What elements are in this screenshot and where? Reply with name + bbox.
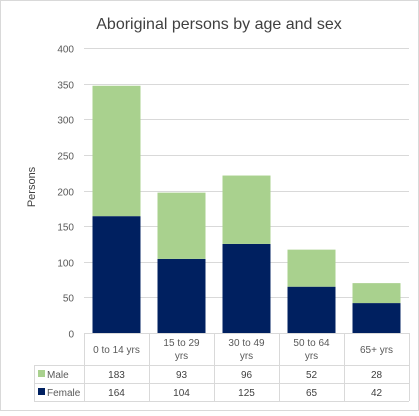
legend-key-female — [38, 388, 45, 395]
data-label-female: 164 — [108, 388, 125, 399]
bar-female-1 — [157, 258, 206, 333]
x-category-label: 50 to 64 yrs — [293, 338, 330, 362]
y-tick-label: 400 — [57, 45, 74, 56]
y-tick-label: 150 — [57, 223, 74, 234]
y-tick-label: 50 — [63, 294, 75, 305]
data-label-female: 104 — [173, 388, 190, 399]
bar-male-1 — [157, 192, 206, 259]
bar-male-2 — [222, 175, 271, 244]
bar-male-4 — [352, 283, 401, 304]
y-tick-label: 200 — [57, 188, 74, 199]
bars-layer — [92, 85, 401, 333]
data-label-male: 52 — [306, 370, 318, 381]
y-tick-label: 350 — [57, 81, 74, 92]
y-tick-label: 0 — [68, 330, 74, 341]
bar-male-3 — [287, 249, 336, 287]
data-label-male: 96 — [241, 370, 253, 381]
x-category-label: 15 to 29 yrs — [163, 338, 200, 362]
bar-female-3 — [287, 286, 336, 333]
chart-title: Aboriginal persons by age and sex — [96, 16, 342, 33]
bar-male-0 — [92, 85, 141, 217]
legend-label-female: Female — [47, 388, 81, 399]
data-label-female: 65 — [306, 388, 318, 399]
legend-key-male — [38, 370, 45, 377]
bar-female-2 — [222, 243, 271, 333]
y-tick-label: 250 — [57, 152, 74, 163]
x-category-label: 0 to 14 yrs — [93, 345, 140, 356]
data-label-female: 42 — [371, 388, 383, 399]
legend-label-male: Male — [47, 370, 69, 381]
bar-female-0 — [92, 216, 141, 333]
data-label-male: 183 — [108, 370, 125, 381]
data-label-male: 28 — [371, 370, 383, 381]
y-tick-label: 300 — [57, 116, 74, 127]
bar-female-4 — [352, 303, 401, 333]
y-tick-label: 100 — [57, 259, 74, 270]
y-axis-label: Persons — [26, 166, 38, 207]
data-label-male: 93 — [176, 370, 188, 381]
x-category-label: 30 to 49 yrs — [228, 338, 265, 362]
x-category-label: 65+ yrs — [360, 345, 393, 356]
data-table: 0 to 14 yrs 15 to 29 yrs 30 to 49 yrs 50 to 6… — [34, 333, 410, 402]
data-label-female: 125 — [238, 388, 255, 399]
